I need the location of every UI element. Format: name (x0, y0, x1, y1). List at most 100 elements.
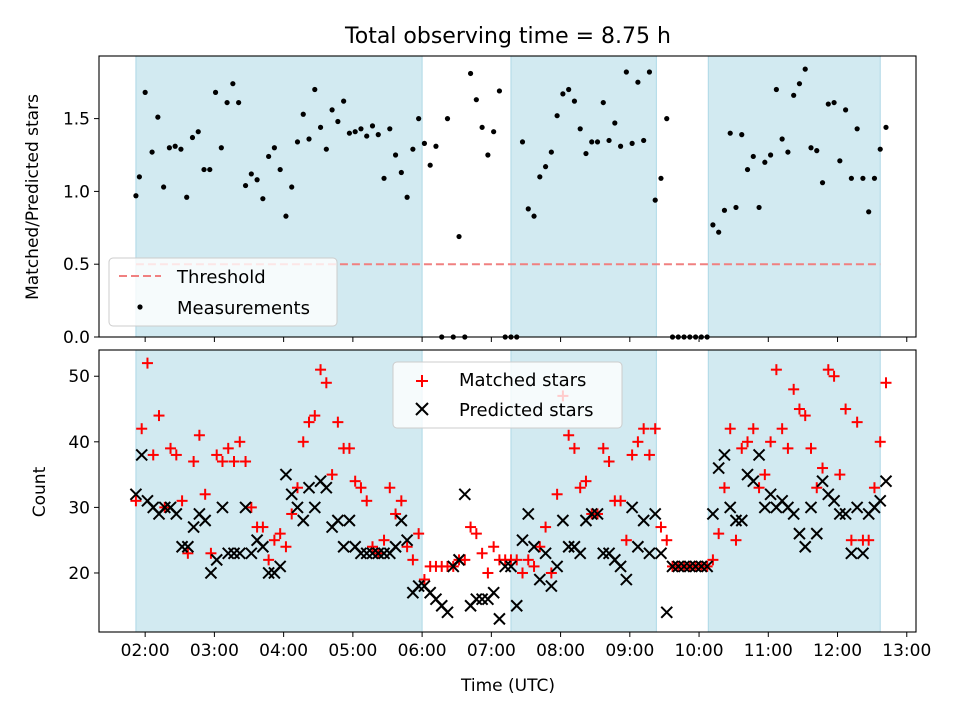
measurement-point (658, 175, 664, 181)
measurement-point (762, 159, 768, 165)
matched-stars-point (580, 475, 592, 487)
matched-stars-point (199, 488, 211, 500)
matched-stars-point (188, 455, 200, 467)
matched-stars-point (257, 521, 269, 533)
measurement-point (721, 207, 728, 213)
predicted-stars-point (181, 540, 195, 553)
predicted-stars-point (793, 527, 806, 540)
predicted-stars-point (320, 481, 333, 494)
predicted-stars-point (470, 593, 483, 606)
matched-stars-point (407, 554, 419, 566)
matched-stars-point (522, 554, 534, 566)
measurement-point (739, 132, 745, 138)
predicted-stars-point (666, 560, 679, 573)
matched-stars-point (811, 482, 823, 494)
predicted-stars-point (747, 474, 760, 488)
predicted-stars-point (556, 514, 570, 527)
predicted-stars-point (758, 501, 772, 514)
predicted-stars-point (337, 540, 350, 553)
measurement-point (358, 126, 364, 132)
bottom-legend-box (392, 361, 623, 429)
bottom-x-tick-label: 05:00 (328, 641, 377, 661)
predicted-stars-point (752, 448, 766, 462)
top-y-tick-label: 1.0 (63, 182, 90, 202)
matched-stars-point (620, 534, 632, 546)
matched-stars-point (291, 482, 303, 494)
predicted-stars-point (129, 488, 143, 501)
matched-stars-point (765, 436, 777, 448)
predicted-stars-point (360, 547, 373, 560)
measurement-point (566, 86, 572, 93)
measurement-point (242, 182, 249, 189)
matched-stars-point (793, 403, 805, 415)
measurement-point (779, 136, 785, 142)
measurement-point (201, 166, 207, 173)
matched-stars-point (713, 528, 725, 540)
measurement-point (178, 146, 184, 152)
bottom-legend: Matched stars Predicted stars (392, 361, 623, 429)
predicted-stars-point (522, 507, 535, 521)
bottom-axes-frame (98, 349, 917, 633)
predicted-stars-point (585, 507, 598, 521)
bottom-x-tick-label: 12:00 (813, 641, 862, 661)
measurement-point (421, 140, 428, 146)
measurement-point (652, 197, 658, 203)
measurement-point (300, 111, 306, 117)
matched-stars-point (488, 541, 500, 553)
measurement-point (635, 79, 641, 85)
matched-stars-point (863, 534, 875, 546)
bottom-x-tick-label: 09:00 (605, 641, 654, 661)
matched-stars-point (626, 449, 638, 461)
matched-stars-point (770, 364, 782, 376)
bottom-observing-band (707, 349, 881, 633)
predicted-stars-point (297, 514, 310, 527)
measurement-point (364, 133, 370, 139)
matched-stars-point (343, 442, 355, 454)
matched-stars-point (632, 436, 644, 448)
measurement-point (352, 129, 358, 135)
bottom-ticks: 20 30 40 50 02:00 03:00 04:00 05:00 06:00 07:00 08… (68, 367, 931, 661)
predicted-stars-point (874, 494, 887, 508)
predicted-stars-point (412, 579, 425, 593)
measurement-point (623, 69, 629, 75)
measurement-point (184, 194, 190, 200)
measurement-point (479, 124, 485, 130)
predicted-stars-point (389, 540, 402, 553)
measurement-point (571, 98, 578, 104)
measurement-point (848, 175, 854, 181)
matched-stars-point (228, 455, 240, 467)
top-observing-band (707, 55, 881, 338)
matched-stars-point (788, 383, 800, 395)
legend-threshold-label: Threshold (176, 267, 266, 288)
matched-stars-point (753, 482, 765, 494)
measurement-point (444, 116, 451, 122)
bottom-x-tick-label: 02:00 (121, 641, 170, 661)
predicted-stars-point (233, 547, 246, 560)
matched-stars-point (707, 554, 719, 566)
measurement-point (195, 129, 201, 135)
predicted-stars-point (833, 507, 847, 521)
measurement-point (629, 140, 635, 146)
measurement-point (641, 137, 647, 144)
top-legend: Threshold Measurements (108, 257, 338, 327)
measurement-point (727, 130, 733, 136)
measurement-point (785, 149, 791, 155)
measurement-point (773, 86, 779, 93)
matched-stars-point (268, 534, 280, 546)
measurement-point (560, 91, 566, 97)
predicted-stars-point (216, 501, 229, 514)
measurement-point (294, 139, 301, 145)
measurement-point (387, 126, 393, 132)
matched-stars-point (799, 410, 811, 422)
predicted-stars-point (816, 474, 829, 488)
measurement-point (410, 146, 416, 152)
matched-stars-point (828, 370, 840, 382)
matched-stars-point (130, 495, 142, 507)
predicted-stars-point (452, 553, 466, 567)
top-ticks: 0.0 0.5 1.0 1.5 (63, 110, 908, 348)
predicted-stars-point (210, 553, 223, 567)
matched-stars-point (280, 541, 292, 553)
bottom-y-tick-label: 40 (68, 433, 90, 453)
measurement-point (594, 139, 601, 145)
matched-stars-point (782, 442, 794, 454)
